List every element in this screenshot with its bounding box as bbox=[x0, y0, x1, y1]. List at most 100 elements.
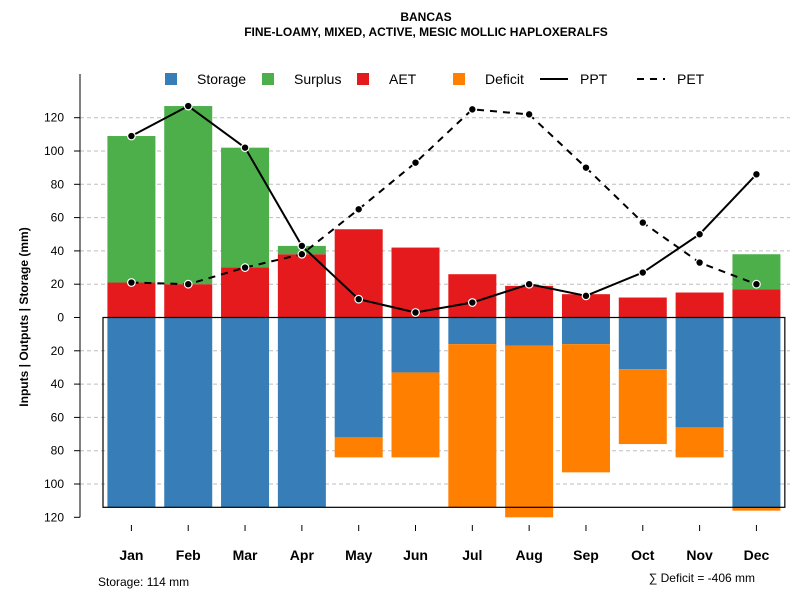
legend-label-aet: AET bbox=[389, 71, 417, 87]
aet-bar bbox=[391, 247, 440, 318]
chart-title: BANCAS bbox=[400, 10, 451, 24]
ppt-point bbox=[354, 294, 364, 304]
storage-bar bbox=[448, 317, 497, 345]
storage-bar bbox=[505, 317, 554, 346]
storage-bar bbox=[732, 317, 781, 508]
aet-bar bbox=[277, 254, 326, 318]
pet-point bbox=[467, 104, 477, 114]
storage-bar bbox=[618, 317, 667, 370]
ppt-point bbox=[695, 229, 705, 239]
aet-bar bbox=[221, 267, 270, 318]
ppt-point bbox=[581, 291, 591, 301]
y-tick-label: 60 bbox=[51, 211, 65, 225]
aet-bar bbox=[732, 289, 781, 318]
chart-subtitle: FINE-LOAMY, MIXED, ACTIVE, MESIC MOLLIC … bbox=[244, 25, 608, 39]
ppt-line bbox=[130, 104, 758, 314]
storage-bar bbox=[334, 317, 383, 438]
y-tick-label: 20 bbox=[51, 344, 65, 358]
x-tick-label: May bbox=[345, 547, 372, 563]
legend-label-deficit: Deficit bbox=[485, 71, 524, 87]
ppt-point bbox=[467, 298, 477, 307]
y-tick-label: 100 bbox=[44, 144, 64, 158]
storage-capacity-frame bbox=[102, 316, 786, 508]
aet-bar bbox=[334, 229, 383, 318]
y-tick-label: 100 bbox=[44, 477, 64, 491]
legend-swatch-storage bbox=[165, 73, 177, 85]
deficit-bar bbox=[675, 427, 724, 458]
y-tick-label: 120 bbox=[44, 510, 64, 524]
x-tick-label: Sep bbox=[573, 547, 599, 563]
x-tick-label: Jan bbox=[119, 547, 143, 563]
deficit-bar bbox=[618, 369, 667, 445]
storage-bar bbox=[391, 317, 440, 373]
pet-point bbox=[581, 163, 591, 173]
storage-bar bbox=[221, 317, 270, 508]
legend-label-pet: PET bbox=[677, 71, 705, 87]
aet-bar bbox=[618, 297, 667, 318]
x-tick-label: Apr bbox=[290, 547, 315, 563]
legend-swatch-deficit bbox=[453, 73, 465, 85]
x-tick-label: Feb bbox=[176, 547, 201, 563]
pet-line bbox=[131, 108, 757, 286]
aet-bar bbox=[505, 285, 554, 318]
deficit-bar bbox=[505, 345, 554, 518]
legend-label-ppt: PPT bbox=[580, 71, 608, 87]
y-tick-label: 80 bbox=[51, 177, 65, 191]
pet-point bbox=[183, 279, 193, 289]
y-tick-label: 80 bbox=[51, 444, 65, 458]
aet-bar bbox=[561, 294, 610, 318]
x-tick-label: Jun bbox=[403, 547, 428, 563]
x-tick-label: Jul bbox=[462, 547, 482, 563]
surplus-bar bbox=[221, 147, 270, 268]
x-tick-label: Mar bbox=[233, 547, 258, 563]
ppt-point bbox=[752, 169, 761, 179]
surplus-bar bbox=[164, 106, 213, 285]
ppt-point bbox=[240, 143, 250, 153]
pet-point bbox=[240, 263, 250, 272]
deficit-note: ∑ Deficit = -406 mm bbox=[649, 571, 755, 585]
storage-note: Storage: 114 mm bbox=[98, 575, 189, 589]
legend-swatch-surplus bbox=[262, 73, 274, 85]
storage-capacity-box bbox=[102, 316, 786, 508]
y-tick-label: 40 bbox=[51, 377, 65, 391]
x-tick-label: Dec bbox=[744, 547, 770, 563]
y-tick-label: 60 bbox=[51, 410, 65, 424]
aet-bar bbox=[675, 292, 724, 318]
storage-bar bbox=[164, 317, 213, 508]
ppt-point bbox=[638, 268, 648, 277]
legend-label-storage: Storage bbox=[197, 71, 246, 87]
storage-bar bbox=[107, 317, 156, 508]
pet-point bbox=[695, 258, 705, 267]
legend-label-surplus: Surplus bbox=[294, 71, 341, 87]
y-tick-label: 20 bbox=[51, 277, 65, 291]
storage-bar bbox=[561, 317, 610, 345]
legend: Storage Surplus AET Deficit PPT PET bbox=[165, 71, 705, 87]
deficit-bar bbox=[391, 372, 440, 458]
deficit-bar bbox=[561, 344, 610, 473]
gridlines bbox=[80, 117, 790, 485]
pet-point bbox=[411, 158, 420, 168]
deficit-bar bbox=[448, 344, 497, 508]
ppt-point bbox=[183, 101, 193, 111]
storage-bar bbox=[675, 317, 724, 428]
ppt-point bbox=[297, 241, 307, 251]
deficit-bar bbox=[334, 437, 383, 458]
x-tick-label: Aug bbox=[516, 547, 543, 563]
aet-bar bbox=[448, 274, 497, 318]
storage-bar bbox=[277, 317, 326, 508]
axes: 120 100 80 60 40 20 0 20 40 60 80 100 120 Jan Feb Mar Ap… bbox=[44, 74, 770, 563]
deficit-bar bbox=[732, 507, 781, 511]
x-tick-label: Oct bbox=[631, 547, 655, 563]
x-tick-label: Nov bbox=[686, 547, 713, 563]
pet-point bbox=[354, 204, 364, 214]
pet-point bbox=[752, 279, 761, 289]
pet-point bbox=[297, 249, 307, 259]
lines bbox=[127, 101, 761, 317]
pet-point bbox=[127, 278, 136, 287]
ppt-point bbox=[411, 308, 420, 317]
pet-point bbox=[638, 218, 648, 227]
aet-bar bbox=[107, 282, 156, 318]
bars bbox=[107, 106, 781, 518]
ppt-point bbox=[524, 279, 534, 289]
